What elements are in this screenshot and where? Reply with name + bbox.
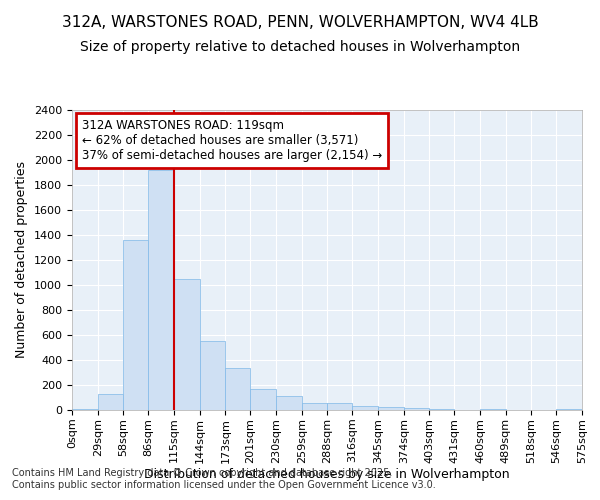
Bar xyxy=(378,407,404,410)
Text: Contains HM Land Registry data © Crown copyright and database right 2025.
Contai: Contains HM Land Registry data © Crown c… xyxy=(12,468,436,490)
Bar xyxy=(200,340,226,410)
Bar xyxy=(98,394,124,410)
X-axis label: Distribution of detached houses by size in Wolverhampton: Distribution of detached houses by size … xyxy=(144,468,510,481)
Text: 312A WARSTONES ROAD: 119sqm
← 62% of detached houses are smaller (3,571)
37% of : 312A WARSTONES ROAD: 119sqm ← 62% of det… xyxy=(82,119,382,162)
Bar xyxy=(250,389,276,410)
Bar xyxy=(328,402,352,410)
Bar xyxy=(480,409,506,410)
Bar xyxy=(404,408,430,410)
Bar xyxy=(148,170,174,410)
Bar xyxy=(174,279,200,410)
Bar xyxy=(226,368,250,410)
Y-axis label: Number of detached properties: Number of detached properties xyxy=(16,162,28,358)
Bar xyxy=(124,240,148,410)
Text: 312A, WARSTONES ROAD, PENN, WOLVERHAMPTON, WV4 4LB: 312A, WARSTONES ROAD, PENN, WOLVERHAMPTO… xyxy=(62,15,538,30)
Bar xyxy=(302,402,328,410)
Bar xyxy=(276,396,302,410)
Bar xyxy=(352,406,378,410)
Text: Size of property relative to detached houses in Wolverhampton: Size of property relative to detached ho… xyxy=(80,40,520,54)
Bar xyxy=(556,409,582,410)
